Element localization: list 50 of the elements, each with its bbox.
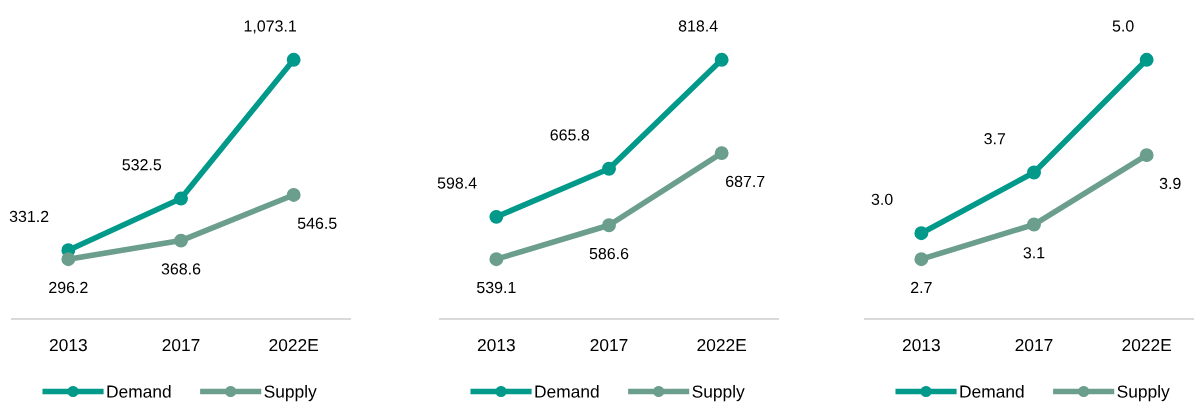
data-label: 598.4	[437, 177, 477, 189]
point	[602, 218, 616, 233]
data-label: 665.8	[550, 129, 590, 141]
legend-label: Supply	[264, 384, 317, 402]
point	[174, 191, 188, 206]
data-label: 368.6	[161, 263, 201, 275]
legend-label: Demand	[107, 384, 171, 398]
x-tick-label: 2017	[1015, 338, 1053, 352]
data-label: 5.0	[1112, 20, 1134, 32]
point	[914, 252, 929, 267]
data-label: 3.9	[1159, 177, 1181, 190]
point	[1139, 148, 1154, 163]
x-tick-label: 2013	[477, 338, 515, 352]
data-label: 546.5	[297, 217, 337, 229]
point	[61, 252, 76, 267]
data-label: 2.7	[911, 281, 932, 293]
point	[489, 209, 504, 224]
x-tick-label: 2013	[902, 338, 940, 352]
data-label: 1,073.1	[244, 20, 296, 34]
point	[489, 252, 504, 267]
point	[602, 161, 616, 176]
point	[286, 188, 301, 202]
point	[714, 146, 729, 161]
point	[914, 226, 929, 241]
point	[1139, 52, 1154, 67]
data-label: 3.7	[984, 133, 1006, 145]
point	[1027, 165, 1041, 180]
x-tick-label: 2013	[49, 338, 87, 352]
legend-label: Demand	[535, 384, 599, 398]
data-label: 532.5	[122, 159, 162, 171]
point	[174, 233, 188, 248]
x-tick-label: 2022E	[269, 338, 319, 352]
data-label: 539.1	[476, 281, 516, 294]
point	[286, 52, 301, 67]
x-tick-label: 2022E	[697, 338, 747, 352]
data-label: 586.6	[589, 247, 629, 260]
data-label: 687.7	[726, 175, 765, 188]
x-tick-label: 2017	[162, 338, 200, 352]
data-label: 296.2	[49, 281, 88, 294]
data-label: 3.0	[871, 193, 893, 206]
data-label: 818.4	[678, 20, 718, 32]
legend-label: Supply	[692, 384, 745, 402]
point	[1027, 217, 1041, 232]
x-tick-label: 2022E	[1122, 338, 1172, 352]
data-label: 331.2	[9, 210, 49, 223]
data-label: 3.1	[1023, 247, 1045, 259]
x-tick-label: 2017	[590, 338, 628, 352]
point	[714, 52, 729, 67]
legend-label: Supply	[1117, 384, 1170, 402]
legend-label: Demand	[960, 384, 1024, 398]
